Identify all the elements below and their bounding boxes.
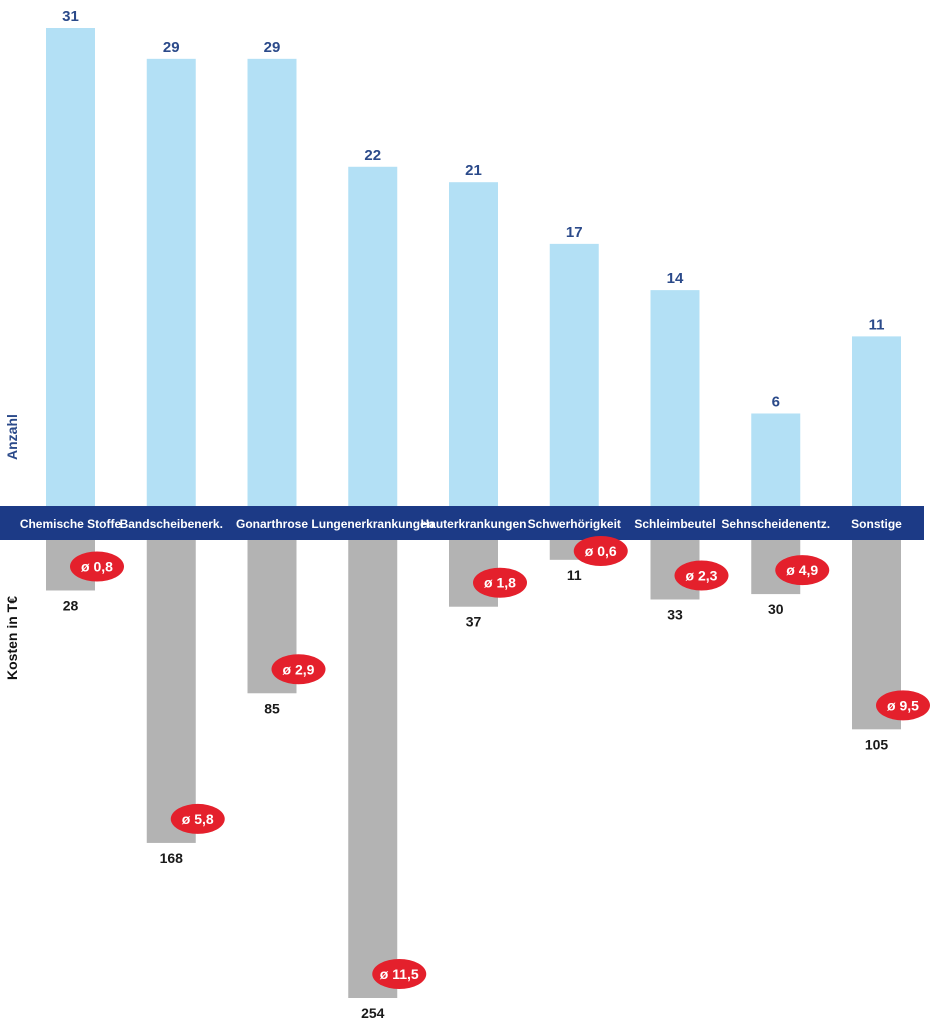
y-axis-label-anzahl: Anzahl [4, 414, 20, 460]
anzahl-value-3: 22 [364, 147, 381, 164]
average-badge-5: ø 0,6 [573, 536, 628, 566]
average-label-8: ø 9,5 [887, 697, 919, 713]
anzahl-bar-8 [852, 336, 901, 506]
category-band [0, 506, 924, 540]
anzahl-bars [46, 28, 901, 506]
average-label-2: ø 2,9 [283, 661, 315, 677]
average-label-3: ø 11,5 [380, 966, 419, 982]
average-badge-2: ø 2,9 [271, 654, 326, 685]
kosten-value-1: 168 [160, 850, 184, 866]
kosten-value-0: 28 [63, 597, 79, 613]
anzahl-bar-7 [751, 413, 801, 506]
average-badge-4: ø 1,8 [473, 567, 527, 598]
category-label-4: Hauterkrankungen [420, 517, 526, 531]
average-badge-shape-6 [674, 560, 729, 591]
category-label-7: Sehnscheidenentz. [721, 517, 830, 531]
kosten-value-3: 254 [361, 1005, 385, 1021]
kosten-value-5: 11 [567, 567, 582, 583]
average-badge-shape-3 [372, 959, 427, 989]
average-badge-shape-4 [473, 567, 527, 598]
average-badges: ø 0,8 ø 5,8 ø 2,9 ø 11,5 ø 1,8 ø 0,6 ø 2,3 ø 4,… [70, 536, 930, 989]
anzahl-value-labels: 31 29 29 22 21 17 14 6 11 [62, 8, 884, 410]
average-label-1: ø 5,8 [182, 811, 214, 827]
average-badge-shape-1 [170, 803, 225, 834]
average-badge-6: ø 2,3 [674, 560, 729, 591]
average-label-6: ø 2,3 [686, 568, 718, 584]
anzahl-value-7: 6 [772, 393, 780, 410]
anzahl-bar-4 [449, 182, 498, 506]
category-label-5: Schwerhörigkeit [528, 517, 621, 531]
average-badge-3: ø 11,5 [372, 959, 427, 989]
average-badge-shape-2 [271, 654, 326, 685]
average-label-0: ø 0,8 [81, 558, 113, 574]
anzahl-bar-1 [146, 58, 196, 506]
kosten-value-2: 85 [264, 700, 280, 716]
average-label-4: ø 1,8 [484, 575, 516, 591]
kosten-bar-1 [146, 540, 196, 843]
anzahl-value-6: 14 [667, 270, 684, 287]
category-label-8: Sonstige [851, 517, 902, 531]
average-label-7: ø 4,9 [786, 562, 818, 578]
average-badge-shape-5 [573, 536, 628, 566]
y-axis-label-kosten: Kosten in T€ [4, 596, 20, 680]
kosten-bars [46, 540, 901, 998]
anzahl-value-4: 21 [465, 162, 482, 179]
category-label-3: Lungenerkrankungen [311, 517, 434, 531]
anzahl-value-5: 17 [566, 224, 583, 241]
kosten-bar-3 [348, 540, 398, 998]
anzahl-value-0: 31 [62, 8, 79, 25]
average-badge-shape-7 [775, 555, 830, 586]
average-badge-shape-8 [876, 690, 930, 721]
anzahl-value-2: 29 [264, 39, 281, 56]
category-label-6: Schleimbeutel [634, 517, 715, 531]
anzahl-value-8: 11 [869, 316, 885, 333]
average-badge-shape-0 [70, 551, 124, 582]
anzahl-bar-5 [549, 243, 599, 506]
average-badge-1: ø 5,8 [170, 803, 225, 834]
kosten-value-6: 33 [667, 607, 683, 623]
kosten-value-labels: 28 168 85 254 37 11 33 30 105 [63, 567, 889, 1021]
anzahl-bar-6 [650, 290, 700, 506]
anzahl-value-1: 29 [163, 39, 180, 56]
anzahl-bar-0 [46, 28, 95, 506]
average-label-5: ø 0,6 [585, 543, 617, 559]
kosten-value-7: 30 [768, 601, 784, 617]
category-label-0: Chemische Stoffe [20, 517, 122, 531]
anzahl-bar-2 [247, 58, 297, 506]
average-badge-7: ø 4,9 [775, 555, 830, 586]
average-badge-0: ø 0,8 [70, 551, 124, 582]
category-label-2: Gonarthrose [236, 517, 308, 531]
kosten-value-8: 105 [865, 736, 889, 752]
average-badge-8: ø 9,5 [876, 690, 930, 721]
kosten-value-4: 37 [466, 614, 482, 630]
category-label-1: Bandscheibenerk. [120, 517, 223, 531]
anzahl-bar-3 [348, 166, 398, 506]
